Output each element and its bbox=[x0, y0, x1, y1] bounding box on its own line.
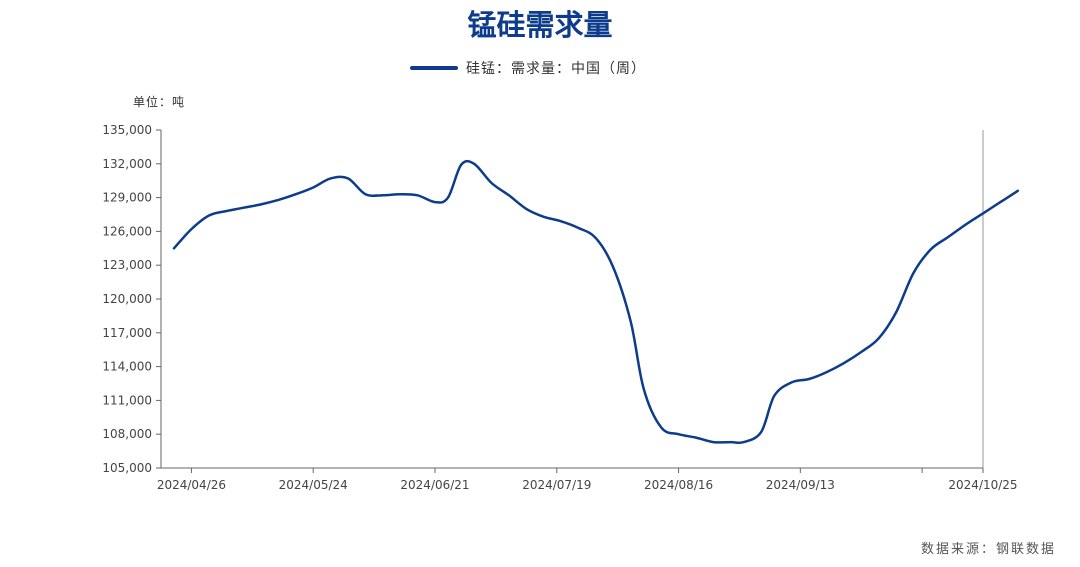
x-tick-label: 2024/08/16 bbox=[644, 478, 713, 492]
x-tick-label: 2024/07/19 bbox=[522, 478, 591, 492]
y-tick-label: 114,000 bbox=[102, 360, 152, 374]
y-tick-label: 105,000 bbox=[102, 461, 152, 475]
y-tick-label: 129,000 bbox=[102, 191, 152, 205]
x-tick-label: 2024/04/26 bbox=[157, 478, 226, 492]
y-tick-label: 132,000 bbox=[102, 157, 152, 171]
y-tick-label: 135,000 bbox=[102, 123, 152, 137]
y-tick-label: 108,000 bbox=[102, 427, 152, 441]
x-tick-label: 2024/05/24 bbox=[279, 478, 348, 492]
y-tick-label: 123,000 bbox=[102, 258, 152, 272]
y-tick-label: 120,000 bbox=[102, 292, 152, 306]
series-line[interactable] bbox=[172, 159, 1020, 445]
y-tick-label: 111,000 bbox=[102, 393, 152, 407]
series-layer bbox=[172, 159, 1020, 445]
legend-label: 硅锰：需求量：中国（周） bbox=[466, 61, 646, 77]
chart-title: 锰硅需求量 bbox=[467, 8, 613, 42]
legend-line-swatch bbox=[410, 66, 458, 70]
unit-label: 单位：吨 bbox=[133, 95, 186, 109]
data-source: 数据来源：钢联数据 bbox=[920, 542, 1056, 557]
y-tick-label: 117,000 bbox=[102, 326, 152, 340]
x-tick-label: 2024/10/25 bbox=[948, 478, 1017, 492]
x-tick-label: 2024/09/13 bbox=[766, 478, 835, 492]
chart-axes: 105,000 108,000 111,000 114,000 117,000 120,0… bbox=[102, 123, 1017, 492]
legend[interactable]: 硅锰：需求量：中国（周） bbox=[410, 58, 646, 78]
x-tick-label: 2024/06/21 bbox=[400, 478, 469, 492]
y-tick-label: 126,000 bbox=[102, 224, 152, 238]
